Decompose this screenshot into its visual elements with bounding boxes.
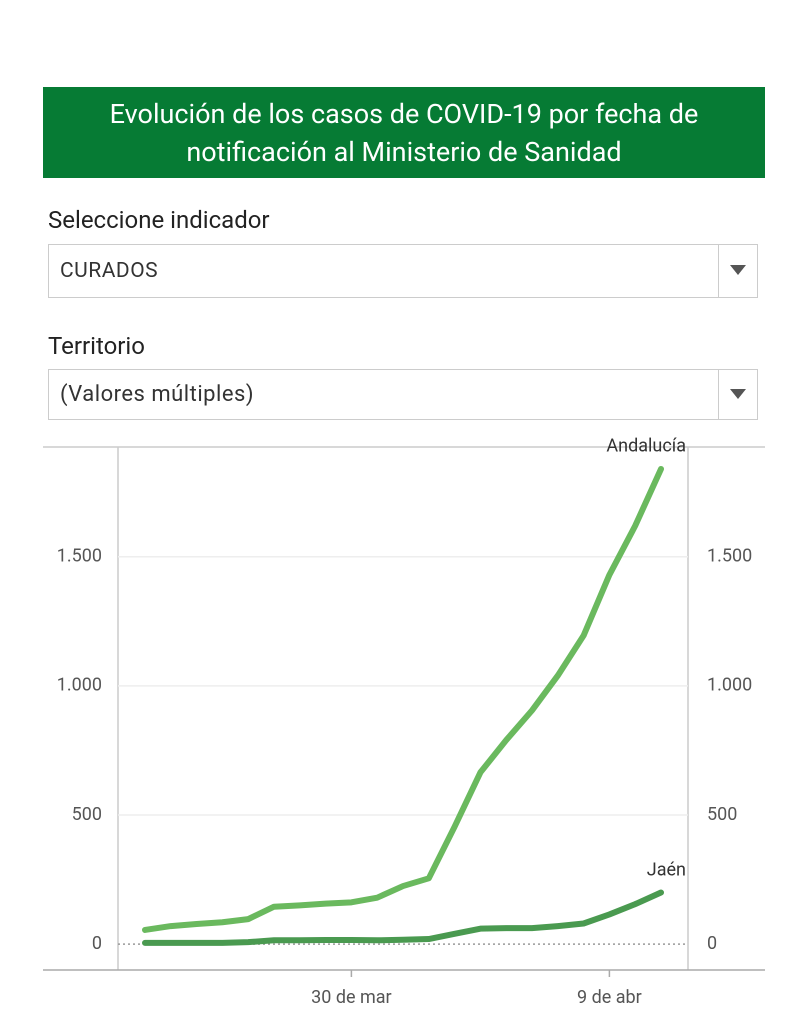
x-tick-label: 9 de abr xyxy=(577,987,642,1008)
dropdown[interactable]: CURADOS xyxy=(48,244,758,298)
series-label: Andalucía xyxy=(606,436,686,457)
dropdown-value: CURADOS xyxy=(60,259,159,283)
dropdown-button[interactable] xyxy=(718,370,757,419)
filter-label: Seleccione indicador xyxy=(48,206,270,234)
y2-tick-label: 1.000 xyxy=(707,675,752,696)
dropdown[interactable]: (Valores múltiples) xyxy=(48,369,758,420)
filter-label: Territorio xyxy=(48,332,145,360)
series-label: Jaén xyxy=(647,859,686,880)
dropdown-value: (Valores múltiples) xyxy=(60,382,255,407)
arrow-icon xyxy=(730,265,746,275)
header: Evolución de los casos de COVID-19 por f… xyxy=(43,87,765,178)
arrow-icon xyxy=(730,389,746,399)
y2-tick-label: 0 xyxy=(707,933,717,954)
series-line xyxy=(142,465,664,933)
y-tick-label: 1.000 xyxy=(57,675,102,696)
dropdown-button[interactable] xyxy=(718,245,757,297)
header-title: Evolución de los casos de COVID-19 por f… xyxy=(109,97,699,168)
y-tick-label: 0 xyxy=(92,933,102,954)
y-tick-label: 1.500 xyxy=(57,546,102,567)
series-line xyxy=(142,889,664,946)
x-tick-label: 30 de mar xyxy=(311,987,392,1008)
y2-tick-label: 1.500 xyxy=(707,546,752,567)
y-tick-label: 500 xyxy=(72,804,102,825)
y2-tick-label: 500 xyxy=(707,804,737,825)
